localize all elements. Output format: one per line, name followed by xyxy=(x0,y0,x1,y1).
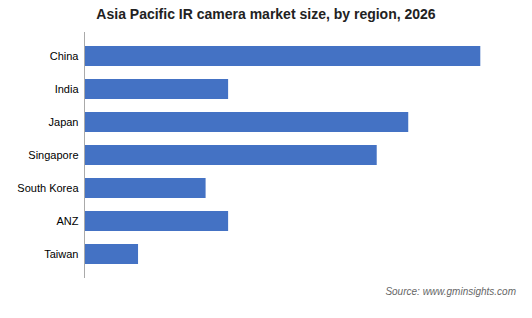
html-text:Asia Pacific IR camera market: Asia Pacific IR camera market size, by r… xyxy=(96,6,436,22)
svg-text:Taiwan: Taiwan xyxy=(44,248,78,260)
svg-text:Japan: Japan xyxy=(49,116,79,128)
svg-text:China: China xyxy=(50,50,80,62)
svg-text:ANZ: ANZ xyxy=(57,215,79,227)
svg-text:Singapore: Singapore xyxy=(28,149,78,161)
svg-text:India: India xyxy=(55,83,80,95)
html-text:Source: www.gminsights.com: Source: www.gminsights.com xyxy=(385,286,516,297)
svg-text:South Korea: South Korea xyxy=(17,182,79,194)
